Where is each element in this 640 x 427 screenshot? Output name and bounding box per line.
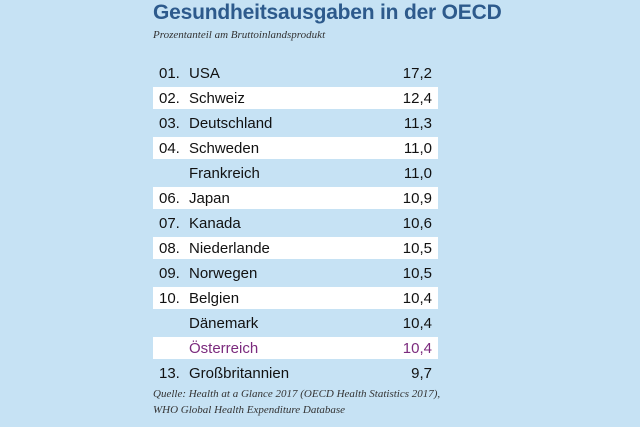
value-label: 12,4: [402, 90, 432, 107]
table-row: 04. Schweden 11,0: [153, 137, 438, 159]
rank-label: 01.: [159, 65, 180, 82]
value-label: 11,0: [403, 140, 432, 157]
value-label: 10,4: [402, 290, 432, 307]
data-table: 01. USA 17,2 02. Schweiz 12,4 03. Deutschland 11…: [153, 62, 438, 387]
value-label: 11,3: [403, 115, 432, 132]
source-note: Quelle: Health at a Glance 2017 (OECD He…: [153, 386, 440, 418]
country-label: Schweiz: [189, 90, 245, 107]
value-label: 9,7: [411, 365, 432, 382]
rank-label: 06.: [159, 190, 180, 207]
table-row: 13. Großbritannien 9,7: [153, 362, 438, 384]
value-label: 10,4: [402, 340, 432, 357]
rank-label: 07.: [159, 215, 180, 232]
rank-label: 04.: [159, 140, 180, 157]
country-label: Frankreich: [189, 165, 260, 182]
country-label: Schweden: [189, 140, 260, 157]
table-row: 07. Kanada 10,6: [153, 212, 438, 234]
country-label: Belgien: [189, 290, 240, 307]
table-row: 09. Norwegen 10,5: [153, 262, 438, 284]
table-row: 01. USA 17,2: [153, 62, 438, 84]
chart-title: Gesundheitsausgaben in der OECD: [153, 1, 502, 24]
country-label: USA: [189, 65, 220, 82]
country-label: Dänemark: [189, 315, 259, 332]
country-label: Japan: [189, 190, 230, 207]
value-label: 10,6: [402, 215, 432, 232]
country-label: Großbritannien: [189, 365, 290, 382]
rank-label: 02.: [159, 90, 180, 107]
table-row: Frankreich 11,0: [153, 162, 438, 184]
table-row: Dänemark 10,4: [153, 312, 438, 334]
country-label: Österreich: [189, 340, 259, 357]
table-row: 10. Belgien 10,4: [153, 287, 438, 309]
value-label: 11,0: [403, 165, 432, 182]
chart-subtitle: Prozentanteil am Bruttoinlandsprodukt: [153, 29, 326, 41]
value-label: 10,9: [402, 190, 432, 207]
rank-label: 09.: [159, 265, 180, 282]
rank-label: 08.: [159, 240, 180, 257]
table-row: 08. Niederlande 10,5: [153, 237, 438, 259]
value-label: 17,2: [402, 65, 432, 82]
rank-label: 03.: [159, 115, 180, 132]
table-row: 06. Japan 10,9: [153, 187, 438, 209]
source-line-1: Quelle: Health at a Glance 2017 (OECD He…: [153, 388, 441, 400]
country-label: Niederlande: [189, 240, 270, 257]
country-label: Kanada: [189, 215, 241, 232]
rank-label: 10.: [159, 290, 180, 307]
source-line-2: WHO Global Health Expenditure Database: [153, 404, 346, 416]
country-label: Norwegen: [189, 265, 258, 282]
value-label: 10,5: [402, 265, 432, 282]
value-label: 10,5: [402, 240, 432, 257]
table-row: 02. Schweiz 12,4: [153, 87, 438, 109]
table-row: Österreich 10,4: [153, 337, 438, 359]
rank-label: 13.: [159, 365, 180, 382]
country-label: Deutschland: [189, 115, 273, 132]
value-label: 10,4: [402, 315, 432, 332]
table-row: 03. Deutschland 11,3: [153, 112, 438, 134]
